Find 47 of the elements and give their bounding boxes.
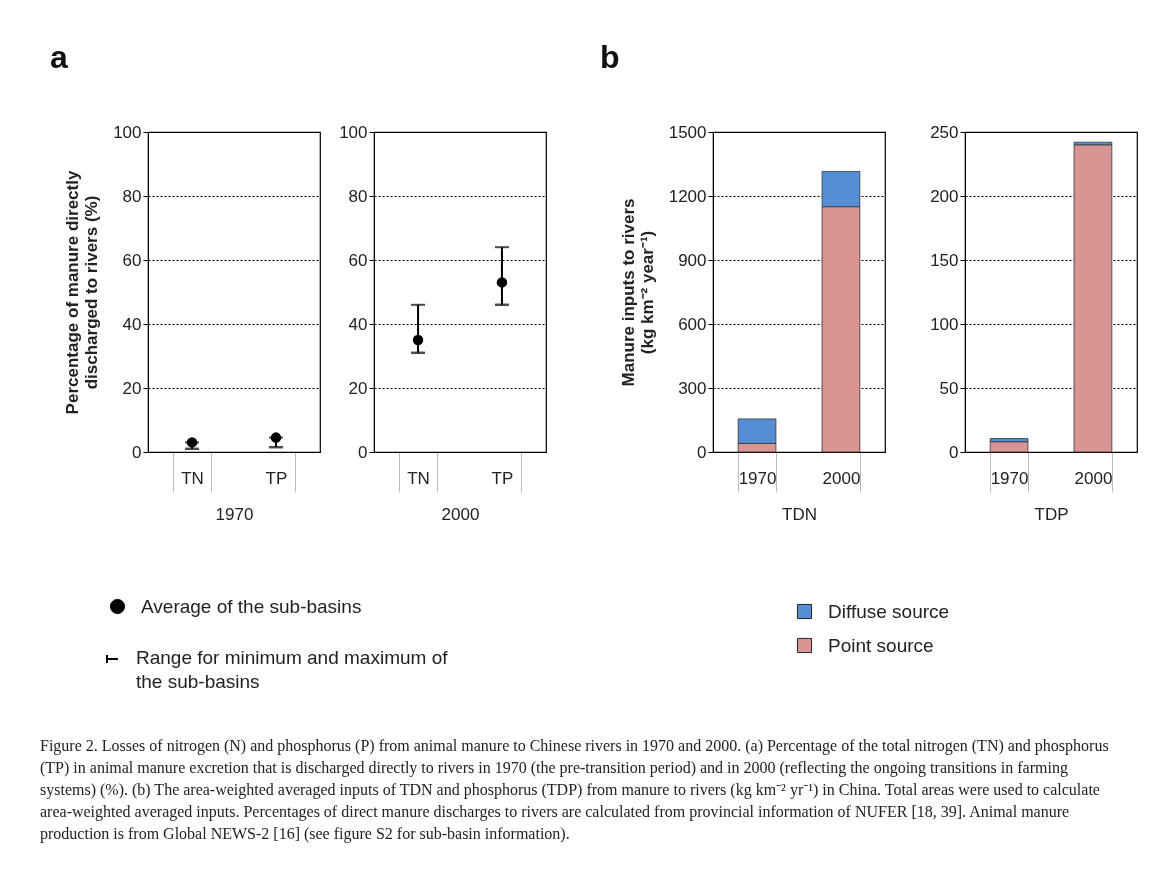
x-tick-label: TP xyxy=(491,468,514,488)
y-tick-label: 20 xyxy=(122,378,142,398)
legend-label: Average of the sub-basins xyxy=(141,595,362,617)
legend-label: Point source xyxy=(828,634,934,656)
y-tick-label: 40 xyxy=(122,314,142,334)
x-axis-title: TDN xyxy=(782,505,817,524)
y-tick-label: 0 xyxy=(132,442,142,462)
y-tick-label: 150 xyxy=(930,250,959,270)
y-tick-label: 60 xyxy=(348,250,368,270)
chart-title: a xyxy=(50,39,68,75)
y-tick-label: 250 xyxy=(930,122,959,142)
y-axis-title: Manure inputs to rivers (kg km⁻² year⁻¹) xyxy=(618,198,657,387)
y-axis-title: Percentage of manure directly discharged to rivers (%) xyxy=(63,170,102,415)
y-tick-label: 1200 xyxy=(668,186,707,206)
legend-label: Diffuse source xyxy=(828,600,950,622)
y-tick-label: 1500 xyxy=(668,122,707,142)
x-tick-label: TN xyxy=(407,468,430,488)
caption: Figure 2. Losses of nitrogen (N) and phosphorus (P) from animal manure to Chinese rivers in 1970 and 2000. (a) Percentage of the total nitrogen (TN) and phosphorus (TP) in animal manure excretion that is discharged directly to rivers in 1970 (the pre-transition period) and in 2000 (reflecting the ongoing transitions in farming systems) (%). (b) The area-weighted averaged inputs of TDN and phosphorus (TDP) from manure to rivers (kg km⁻² yr⁻¹) in China. Total areas were used to calculate area-weighted averaged inputs. Percentages of direct manure discharges to rivers are calculated from provincial information of NUFER [18, 39]. Animal manure production is from Global NEWS-2 [16] (see figure S2 for sub-basin information). xyxy=(40,736,1110,845)
y-tick-label: 40 xyxy=(348,314,368,334)
x-axis-title: 1970 xyxy=(215,505,254,524)
y-tick-label: 100 xyxy=(930,314,959,334)
text: Range for minimum and maximum of the sub-basins xyxy=(135,646,449,694)
x-tick-label: 2000 xyxy=(1074,468,1113,488)
x-tick-label: 1970 xyxy=(738,468,777,488)
y-tick-label: 80 xyxy=(348,186,368,206)
y-tick-label: 20 xyxy=(348,378,368,398)
x-tick-label: TN xyxy=(181,468,204,488)
x-tick-label: 1970 xyxy=(990,468,1029,488)
y-tick-label: 0 xyxy=(949,442,959,462)
x-tick-label: TP xyxy=(265,468,288,488)
y-tick-label: 100 xyxy=(339,122,368,142)
bar xyxy=(1073,144,1113,453)
y-tick-label: 100 xyxy=(113,122,142,142)
y-tick-label: 60 xyxy=(122,250,142,270)
y-tick-label: 600 xyxy=(678,314,707,334)
y-tick-label: 0 xyxy=(358,442,368,462)
x-axis-title: 2000 xyxy=(441,505,480,524)
y-tick-label: 80 xyxy=(122,186,142,206)
y-tick-label: 0 xyxy=(697,442,707,462)
y-tick-label: 900 xyxy=(678,250,707,270)
y-tick-label: 300 xyxy=(678,378,707,398)
x-axis-title: TDP xyxy=(1034,505,1069,524)
chart-title: b xyxy=(600,39,620,75)
x-tick-label: 2000 xyxy=(822,468,861,488)
y-tick-label: 50 xyxy=(939,378,959,398)
y-tick-label: 200 xyxy=(930,186,959,206)
bar xyxy=(989,441,1029,453)
